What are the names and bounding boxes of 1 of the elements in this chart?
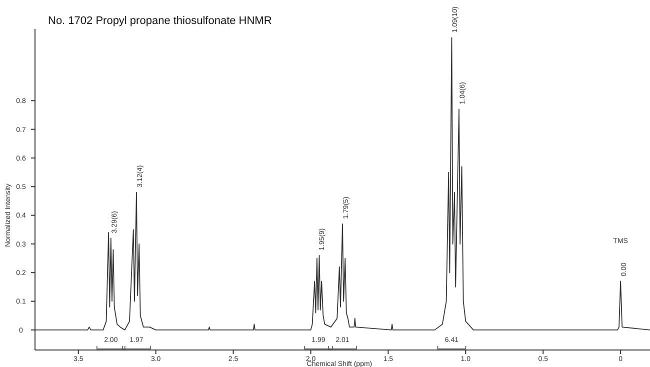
chart-title: No. 1702 Propyl propane thiosulfonate HNMR [48,15,272,27]
